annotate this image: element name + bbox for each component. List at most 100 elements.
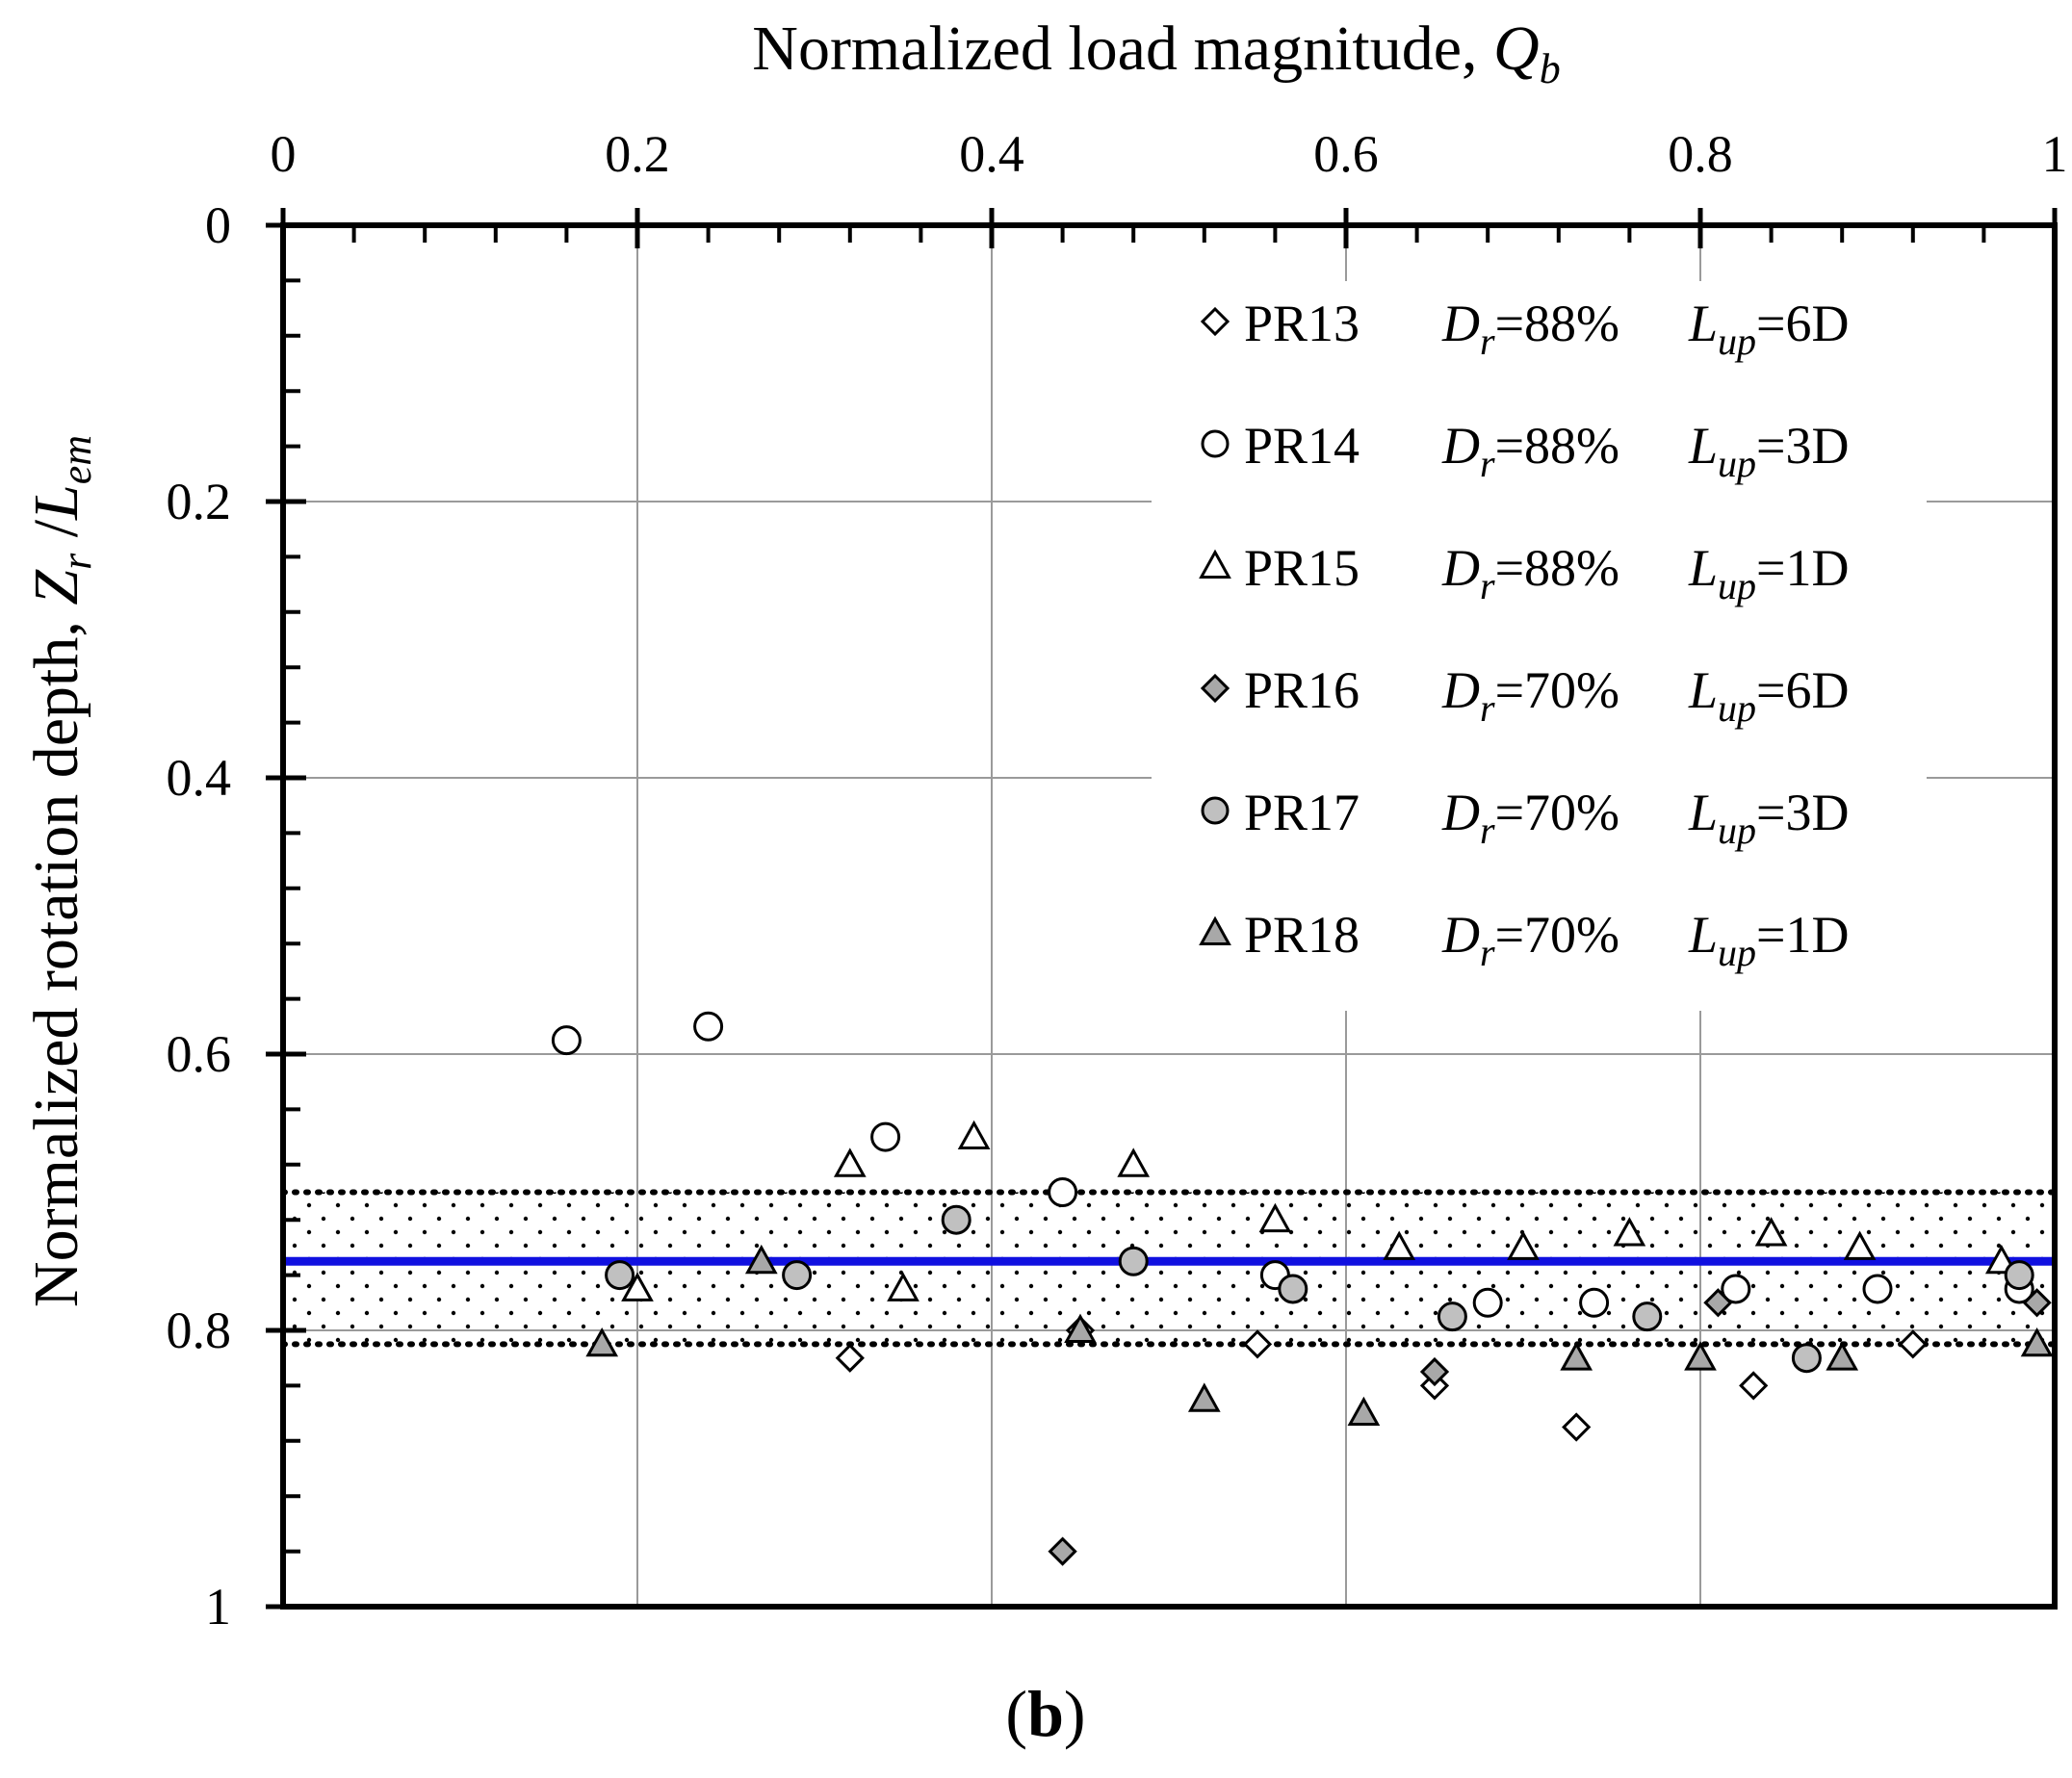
data-point-pr15 xyxy=(887,1272,919,1301)
data-point-pr17 xyxy=(1791,1343,1822,1374)
data-point-pr15 xyxy=(621,1272,654,1301)
series-pr18 xyxy=(585,1244,2054,1427)
series-pr17 xyxy=(605,1204,2034,1374)
legend-marker xyxy=(1199,549,1231,579)
y-tick-label: 0.8 xyxy=(167,1301,232,1359)
data-point-pr13 xyxy=(1562,1412,1592,1442)
legend-lup: Lup=3D xyxy=(1688,784,1850,852)
data-point-pr16 xyxy=(1419,1356,1450,1387)
legend-series-name: PR14 xyxy=(1244,417,1360,475)
data-point-pr13 xyxy=(1242,1329,1273,1359)
plot-frame xyxy=(280,222,2058,1610)
data-point-pr17 xyxy=(1118,1246,1149,1276)
reference-lines xyxy=(280,1189,2058,1348)
data-point-pr16 xyxy=(1703,1288,1733,1318)
x-tick-label: 1 xyxy=(2042,125,2068,183)
legend-series-name: PR13 xyxy=(1244,295,1360,352)
legend-box xyxy=(1152,281,1927,1011)
data-point-pr15 xyxy=(833,1147,867,1177)
legend-dr: Dr=70% xyxy=(1441,906,1619,974)
band-fill xyxy=(283,1192,2055,1345)
y-tick-label: 0.2 xyxy=(167,473,232,530)
legend-series-name: PR17 xyxy=(1244,784,1360,841)
data-point-pr17 xyxy=(782,1260,813,1291)
legend-marker xyxy=(1201,796,1230,825)
data-point-pr17 xyxy=(1437,1301,1467,1332)
legend-item: PR16 Dr=70% Lup=6D xyxy=(1200,661,1850,730)
series-pr16 xyxy=(1048,1288,2052,1566)
data-point-pr15 xyxy=(1843,1230,1877,1260)
legend-marker xyxy=(1199,915,1231,945)
legend-dr: Dr=70% xyxy=(1441,784,1619,852)
data-point-pr18 xyxy=(1560,1341,1593,1371)
tick-labels: 0 0.2 0.4 0.6 0.8 1 0 0.2 0.4 0.6 0.8 1 xyxy=(167,125,2068,1636)
legend-series-name: PR15 xyxy=(1244,539,1360,597)
legend-marker xyxy=(1200,673,1230,704)
data-point-pr17 xyxy=(1632,1301,1663,1332)
data-point-pr13 xyxy=(1898,1329,1928,1359)
data-point-pr18 xyxy=(2020,1327,2054,1357)
legend-dr: Dr=88% xyxy=(1441,417,1619,485)
data-point-pr15 xyxy=(1754,1217,1788,1247)
data-point-pr16 xyxy=(2022,1288,2052,1318)
data-points xyxy=(551,1011,2054,1566)
legend-lup: Lup=1D xyxy=(1688,539,1850,607)
data-point-pr18 xyxy=(1826,1341,1859,1371)
legend-series-name: PR18 xyxy=(1244,906,1360,964)
data-point-pr15 xyxy=(1258,1202,1292,1233)
x-tick-label: 0.6 xyxy=(1313,125,1379,183)
y-tick-label: 1 xyxy=(205,1578,231,1636)
data-point-pr17 xyxy=(1278,1274,1308,1304)
data-point-pr15 xyxy=(1507,1230,1540,1260)
legend-marker xyxy=(1200,306,1230,337)
legend-dr: Dr=70% xyxy=(1441,661,1619,730)
data-point-pr17 xyxy=(605,1260,635,1291)
data-point-pr14 xyxy=(551,1025,582,1056)
data-point-pr13 xyxy=(1739,1371,1769,1401)
data-point-pr15 xyxy=(1383,1230,1416,1260)
data-point-pr14 xyxy=(870,1121,901,1152)
y-tick-label: 0.6 xyxy=(167,1025,232,1083)
data-point-pr13 xyxy=(835,1343,865,1373)
y-axis-title: Normalized rotation depth, Zr /Lem xyxy=(21,435,100,1307)
x-tick-label: 0.4 xyxy=(959,125,1024,183)
data-point-pr14 xyxy=(693,1011,724,1042)
legend-item: PR13 Dr=88% Lup=6D xyxy=(1200,295,1850,363)
legend-item: PR15 Dr=88% Lup=1D xyxy=(1199,539,1850,607)
data-point-pr14 xyxy=(1721,1274,1751,1304)
data-point-pr14 xyxy=(1862,1274,1893,1304)
legend-series-name: PR16 xyxy=(1244,661,1360,719)
legend-lup: Lup=6D xyxy=(1688,661,1850,730)
data-point-pr17 xyxy=(2004,1260,2034,1291)
data-point-pr15 xyxy=(1613,1217,1646,1247)
legend-lup: Lup=6D xyxy=(1688,295,1850,363)
data-point-pr17 xyxy=(941,1204,971,1235)
data-point-pr16 xyxy=(1048,1536,1077,1566)
data-point-pr18 xyxy=(585,1327,619,1357)
data-point-pr18 xyxy=(1347,1396,1381,1427)
y-tick-label: 0.4 xyxy=(167,749,232,807)
x-tick-label: 0.8 xyxy=(1668,125,1733,183)
data-point-pr14 xyxy=(1579,1287,1610,1318)
legend-item: PR17 Dr=70% Lup=3D xyxy=(1201,784,1850,852)
data-point-pr15 xyxy=(1117,1147,1151,1177)
x-tick-label: 0.2 xyxy=(605,125,670,183)
figure-caption: (b) xyxy=(1005,1677,1085,1750)
legend-dr: Dr=88% xyxy=(1441,539,1619,607)
axes xyxy=(266,208,2058,1610)
x-axis-title: Normalized load magnitude, Qb xyxy=(752,13,1560,92)
dotted-band xyxy=(283,1192,2055,1345)
x-tick-label: 0 xyxy=(271,125,297,183)
y-tick-label: 0 xyxy=(205,196,231,254)
data-point-pr15 xyxy=(957,1120,991,1150)
data-point-pr14 xyxy=(1472,1287,1503,1318)
legend: PR13 Dr=88% Lup=6D PR14 Dr=88% Lup=3D PR15 Dr=8… xyxy=(1152,281,1927,1011)
legend-lup: Lup=3D xyxy=(1688,417,1850,485)
legend-lup: Lup=1D xyxy=(1688,906,1850,974)
data-point-pr14 xyxy=(1048,1177,1078,1207)
legend-dr: Dr=88% xyxy=(1441,295,1619,363)
data-point-pr18 xyxy=(1064,1313,1097,1343)
series-pr14 xyxy=(551,1011,2034,1318)
legend-marker xyxy=(1201,429,1230,458)
